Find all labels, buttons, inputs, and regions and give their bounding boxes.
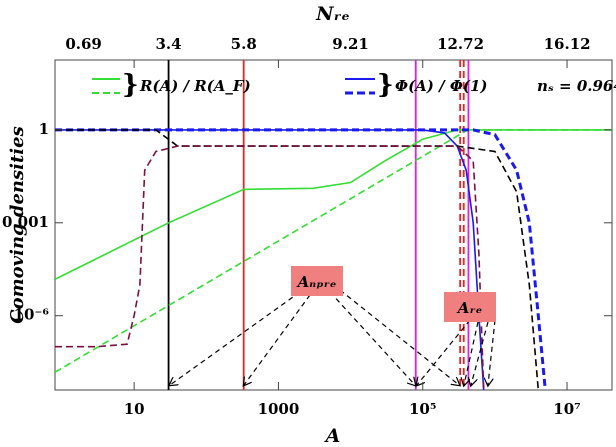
annotation-arrows — [170, 289, 496, 385]
x-tick-label: 10 — [124, 400, 145, 418]
x2-tick-label: 3.4 — [155, 35, 181, 53]
legend-brace: } — [122, 70, 139, 100]
y-tick-label: 10⁻⁶ — [14, 306, 50, 324]
x2-tick-label: 16.12 — [544, 35, 591, 53]
x-axis-label: A — [324, 425, 341, 447]
x-tick-label: 1000 — [258, 400, 300, 418]
annotation: Aᵣₑ — [456, 299, 483, 317]
legend-label: R(A) / R(A_F) — [139, 77, 251, 95]
x2-tick-label: 12.72 — [437, 35, 484, 53]
x2-tick-label: 9.21 — [332, 35, 369, 53]
x2-tick-label: 5.8 — [231, 35, 257, 53]
annotation-box — [291, 266, 343, 296]
annotation: nₛ = 0.9649 — [537, 77, 616, 95]
x2-tick-label: 0.69 — [65, 35, 102, 53]
plot-area — [55, 60, 612, 390]
y-axis-label: Comoving densities — [7, 126, 28, 323]
series-line — [55, 129, 612, 281]
series-line — [55, 129, 540, 390]
plot-frame — [54, 59, 613, 391]
series-line — [55, 145, 485, 390]
y-tick-label: 1 — [39, 120, 49, 138]
series-line — [55, 129, 612, 373]
y-tick-label: 0.001 — [2, 213, 49, 231]
series-line — [55, 128, 547, 390]
x-tick-label: 10⁵ — [409, 400, 436, 418]
x-tick-label: 10⁷ — [553, 400, 580, 418]
annotation: Aₙₚᵣₑ — [296, 273, 337, 291]
x2-axis-label: Nᵣₑ — [315, 3, 350, 25]
annotation-box — [444, 292, 496, 322]
series-line — [55, 129, 485, 390]
legend-label: Φ(A) / Φ(1) — [395, 77, 488, 95]
legend-brace: } — [377, 70, 394, 100]
